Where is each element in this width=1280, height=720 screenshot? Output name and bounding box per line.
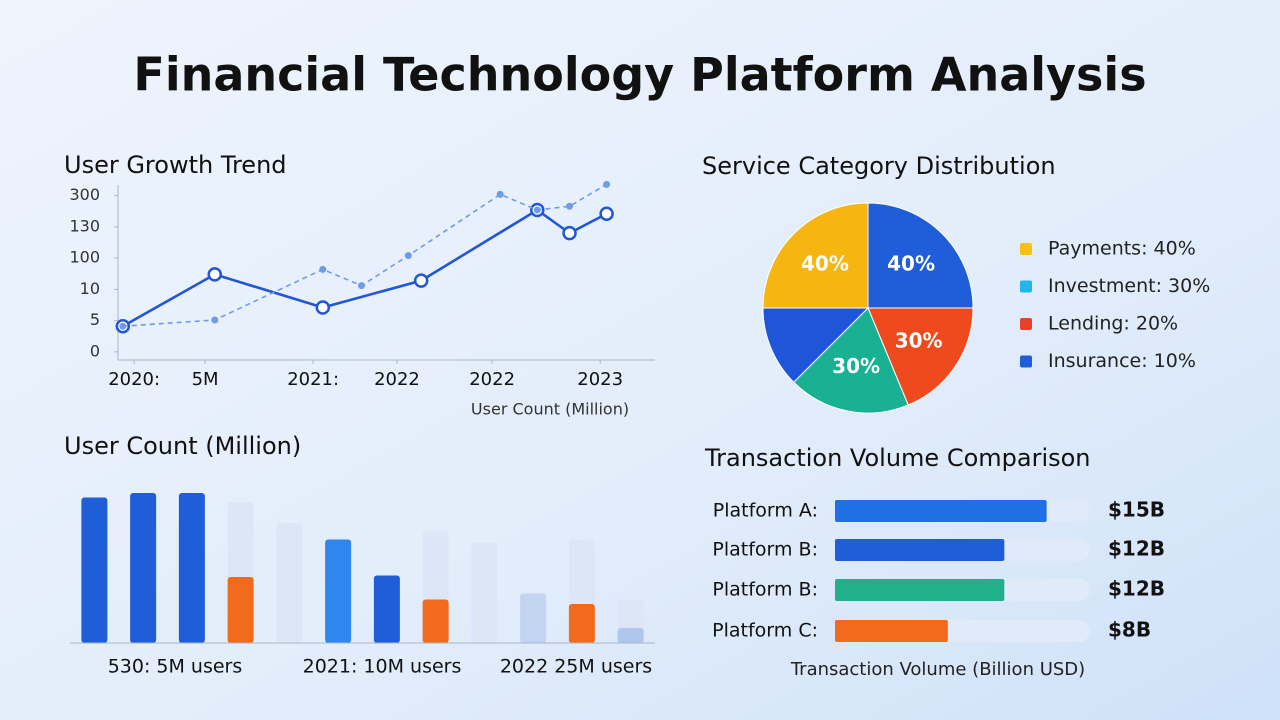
y-tick-label: 10 (80, 279, 100, 298)
y-tick-label: 100 (69, 248, 100, 267)
x-axis-label: User Count (Million) (471, 400, 629, 419)
bar (373, 575, 400, 643)
value-label: $12B (1108, 577, 1165, 601)
x-tick-label: 2020: (108, 369, 160, 390)
chart-title: User Growth Trend (64, 151, 287, 179)
slice-label: 30% (895, 328, 943, 352)
pie-slice (762, 307, 870, 383)
y-tick-label: Platform C: (712, 620, 818, 642)
data-point (496, 190, 504, 198)
y-tick-label: Platform B: (712, 579, 818, 601)
y-tick-label: 5 (90, 310, 100, 329)
y-tick-label: Platform A: (713, 500, 818, 522)
legend-swatch (1020, 243, 1032, 255)
y-tick-label: 130 (69, 216, 100, 235)
chart-title: Service Category Distribution (702, 152, 1056, 180)
data-point (562, 225, 577, 241)
y-tick-label: Platform B: (712, 539, 818, 561)
bar (178, 493, 205, 643)
bar (227, 577, 254, 643)
bar (81, 497, 108, 643)
slice-label: 30% (832, 354, 880, 378)
bar (520, 593, 547, 643)
data-point (533, 206, 541, 214)
pie-slice (762, 202, 869, 309)
bar (276, 523, 303, 643)
bar (617, 628, 644, 643)
data-point (358, 282, 366, 290)
bar (325, 539, 352, 643)
x-tick-label: 5M (192, 369, 219, 390)
legend-swatch (1020, 355, 1032, 368)
page-title: Financial Technology Platform Analysis (133, 48, 1146, 102)
legend-label: Insurance: 10% (1048, 350, 1196, 372)
data-point (207, 267, 223, 282)
legend-label: Investment: 30% (1048, 275, 1210, 297)
value-label: $8B (1108, 618, 1151, 642)
slice-label: 40% (887, 251, 935, 275)
x-tick-label: 2023 (577, 369, 623, 390)
legend-label: Payments: 40% (1048, 238, 1196, 260)
legend-label: Lending: 20% (1048, 313, 1178, 335)
annotation: 530: 5M users (108, 656, 243, 678)
chart-title: Transaction Volume Comparison (704, 444, 1091, 472)
pie-slice (793, 307, 909, 414)
x-tick-label: 2021: (287, 369, 339, 390)
bar (835, 579, 1005, 601)
data-point (413, 273, 429, 288)
data-point (404, 252, 412, 260)
pie-slice (867, 307, 974, 406)
x-axis-label: Transaction Volume (Billion USD) (790, 659, 1085, 680)
annotation: 2021: 10M users (303, 656, 462, 678)
bar (471, 542, 498, 643)
y-tick-label: 300 (69, 185, 100, 204)
data-point (566, 202, 574, 210)
value-label: $12B (1108, 537, 1165, 561)
value-label: $15B (1108, 498, 1165, 522)
data-point (599, 206, 614, 221)
bar (422, 599, 449, 643)
bar (835, 500, 1047, 522)
data-point (211, 316, 219, 324)
data-point (119, 322, 127, 330)
legend-swatch (1020, 280, 1032, 293)
pie-slice (867, 202, 974, 309)
y-tick-label: 0 (90, 341, 100, 360)
bar (568, 604, 595, 643)
chart-title: User Count (Million) (64, 432, 301, 460)
annotation: 2022 25M users (500, 656, 652, 678)
x-tick-label: 2022 (469, 369, 515, 390)
bar (835, 620, 948, 642)
data-point (315, 300, 331, 315)
legend-swatch (1020, 318, 1032, 330)
data-point (319, 265, 327, 273)
bar (835, 539, 1005, 561)
slice-label: 40% (801, 251, 849, 275)
x-tick-label: 2022 (374, 369, 420, 390)
data-point (603, 180, 611, 188)
bar (130, 493, 157, 643)
